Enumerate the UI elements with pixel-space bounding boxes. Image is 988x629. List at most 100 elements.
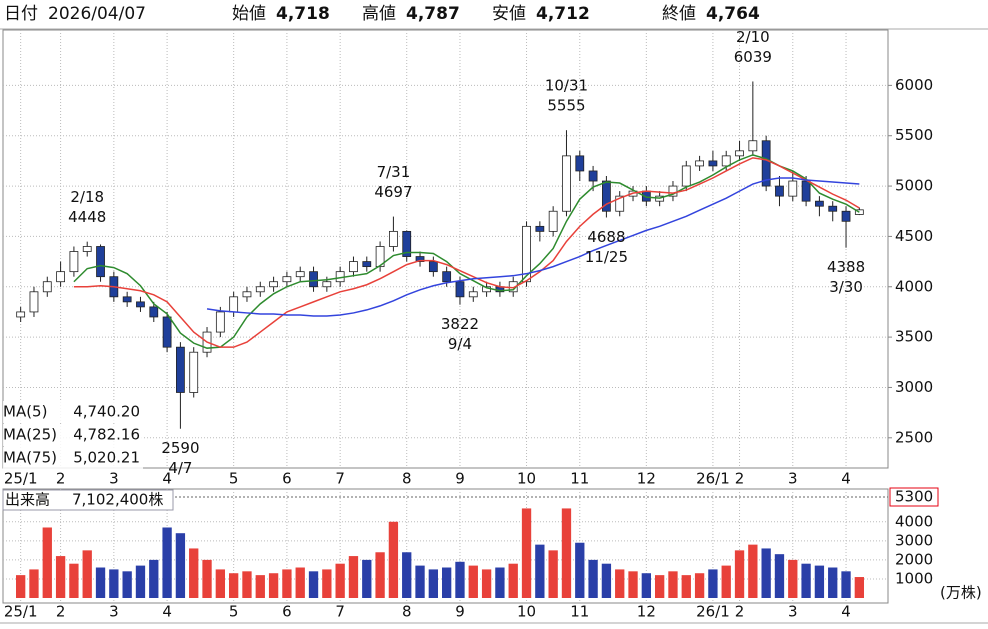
annotation-date: 2/10	[736, 28, 770, 46]
annotation-date: 4/7	[168, 459, 192, 477]
legend-box	[3, 447, 143, 469]
annotation-value: 4697	[374, 183, 412, 201]
candle-body	[309, 271, 318, 288]
field-label: 高値	[362, 4, 396, 24]
candle-body	[295, 271, 305, 278]
x-tick-label: 9	[455, 470, 465, 488]
date-label: 日付	[4, 4, 38, 24]
x-tick-label: 7	[335, 603, 345, 621]
x-tick-label: 12	[637, 470, 656, 488]
volume-bar	[708, 569, 718, 598]
volume-bar	[348, 556, 359, 598]
candle-body	[468, 291, 478, 298]
candle-body	[82, 246, 92, 252]
volume-bar	[308, 571, 319, 598]
field-value: 4,787	[406, 4, 460, 24]
annotation-date: 7/31	[377, 163, 411, 181]
volume-bar	[55, 556, 66, 598]
volume-bar	[495, 567, 505, 598]
candle-body	[69, 251, 79, 273]
candle-body	[735, 150, 744, 157]
y-tick-label: 1000	[895, 569, 933, 587]
y-tick-label: 4000	[895, 277, 933, 295]
candle-body	[588, 170, 598, 182]
volume-bar	[694, 573, 705, 598]
volume-bar	[228, 573, 239, 598]
volume-bar	[322, 569, 332, 598]
candle-body	[815, 200, 824, 207]
candle-body	[761, 140, 771, 187]
volume-bar	[788, 559, 798, 598]
ma-line	[206, 177, 860, 317]
volume-bar	[109, 569, 119, 598]
volume-bar	[748, 544, 758, 598]
volume-bar	[95, 567, 106, 598]
volume-bar	[215, 569, 226, 598]
annotation-date: 9/4	[448, 335, 472, 353]
candle-body	[349, 261, 358, 273]
volume-panel	[2, 488, 889, 604]
y-tick-label: 4500	[895, 227, 933, 245]
volume-bar	[654, 575, 665, 598]
ma-line	[73, 154, 860, 349]
x-tick-label: 2	[735, 470, 745, 488]
field-label: 終値	[662, 4, 696, 24]
field-label: 始値	[232, 4, 266, 24]
volume-bar	[588, 559, 598, 598]
x-tick-label: 4	[841, 603, 851, 621]
annotation-date: 2/18	[70, 188, 104, 206]
volume-bar	[69, 563, 79, 598]
volume-title: 出来高	[5, 491, 50, 509]
annotation-date: 10/31	[545, 77, 588, 95]
candle-body	[42, 281, 52, 293]
x-tick-label: 5	[229, 470, 239, 488]
legend-name: MA(5)	[3, 403, 47, 421]
x-tick-label: 25/1	[4, 470, 38, 488]
volume-bar	[402, 552, 412, 598]
volume-bar	[481, 569, 492, 598]
volume-bar	[508, 563, 518, 598]
volume-bar	[734, 550, 745, 598]
volume-bar	[561, 508, 572, 598]
candle-body	[562, 155, 571, 212]
ma-line	[73, 157, 860, 348]
candle-body	[136, 301, 145, 308]
x-tick-label: 12	[637, 603, 656, 621]
candle-body	[322, 281, 332, 288]
candle-body	[775, 185, 784, 197]
volume-bar	[42, 527, 52, 598]
candle-body	[29, 291, 39, 313]
volume-bar	[295, 567, 305, 598]
volume-bar	[135, 565, 146, 598]
candle-body	[402, 230, 412, 257]
volume-bar	[455, 561, 465, 598]
volume-bar	[268, 573, 279, 598]
volume-bar	[761, 548, 771, 598]
volume-bar	[428, 569, 439, 598]
y-tick-label: 3000	[895, 378, 933, 396]
annotation-date: 11/25	[585, 248, 628, 266]
volume-bar	[828, 567, 838, 598]
candle-body	[522, 225, 531, 283]
volume-bar	[175, 533, 186, 598]
candle-body	[828, 205, 838, 212]
candle-body	[149, 306, 159, 318]
candle-body	[548, 210, 558, 232]
volume-bar	[668, 571, 678, 598]
field-label: 安値	[492, 4, 526, 24]
x-tick-label: 10	[517, 603, 536, 621]
volume-bar	[162, 527, 172, 598]
volume-bar	[814, 565, 825, 598]
volume-legend-box	[2, 489, 174, 511]
candle-body	[415, 256, 425, 262]
legend-name: MA(25)	[3, 426, 57, 444]
x-tick-label: 2	[735, 603, 745, 621]
x-tick-label: 4	[162, 603, 172, 621]
x-tick-label: 8	[402, 603, 412, 621]
volume-bar	[149, 559, 159, 598]
x-tick-label: 5	[229, 603, 239, 621]
candle-body	[362, 261, 372, 268]
volume-bar	[375, 552, 385, 598]
y-tick-label: 6000	[895, 76, 933, 94]
